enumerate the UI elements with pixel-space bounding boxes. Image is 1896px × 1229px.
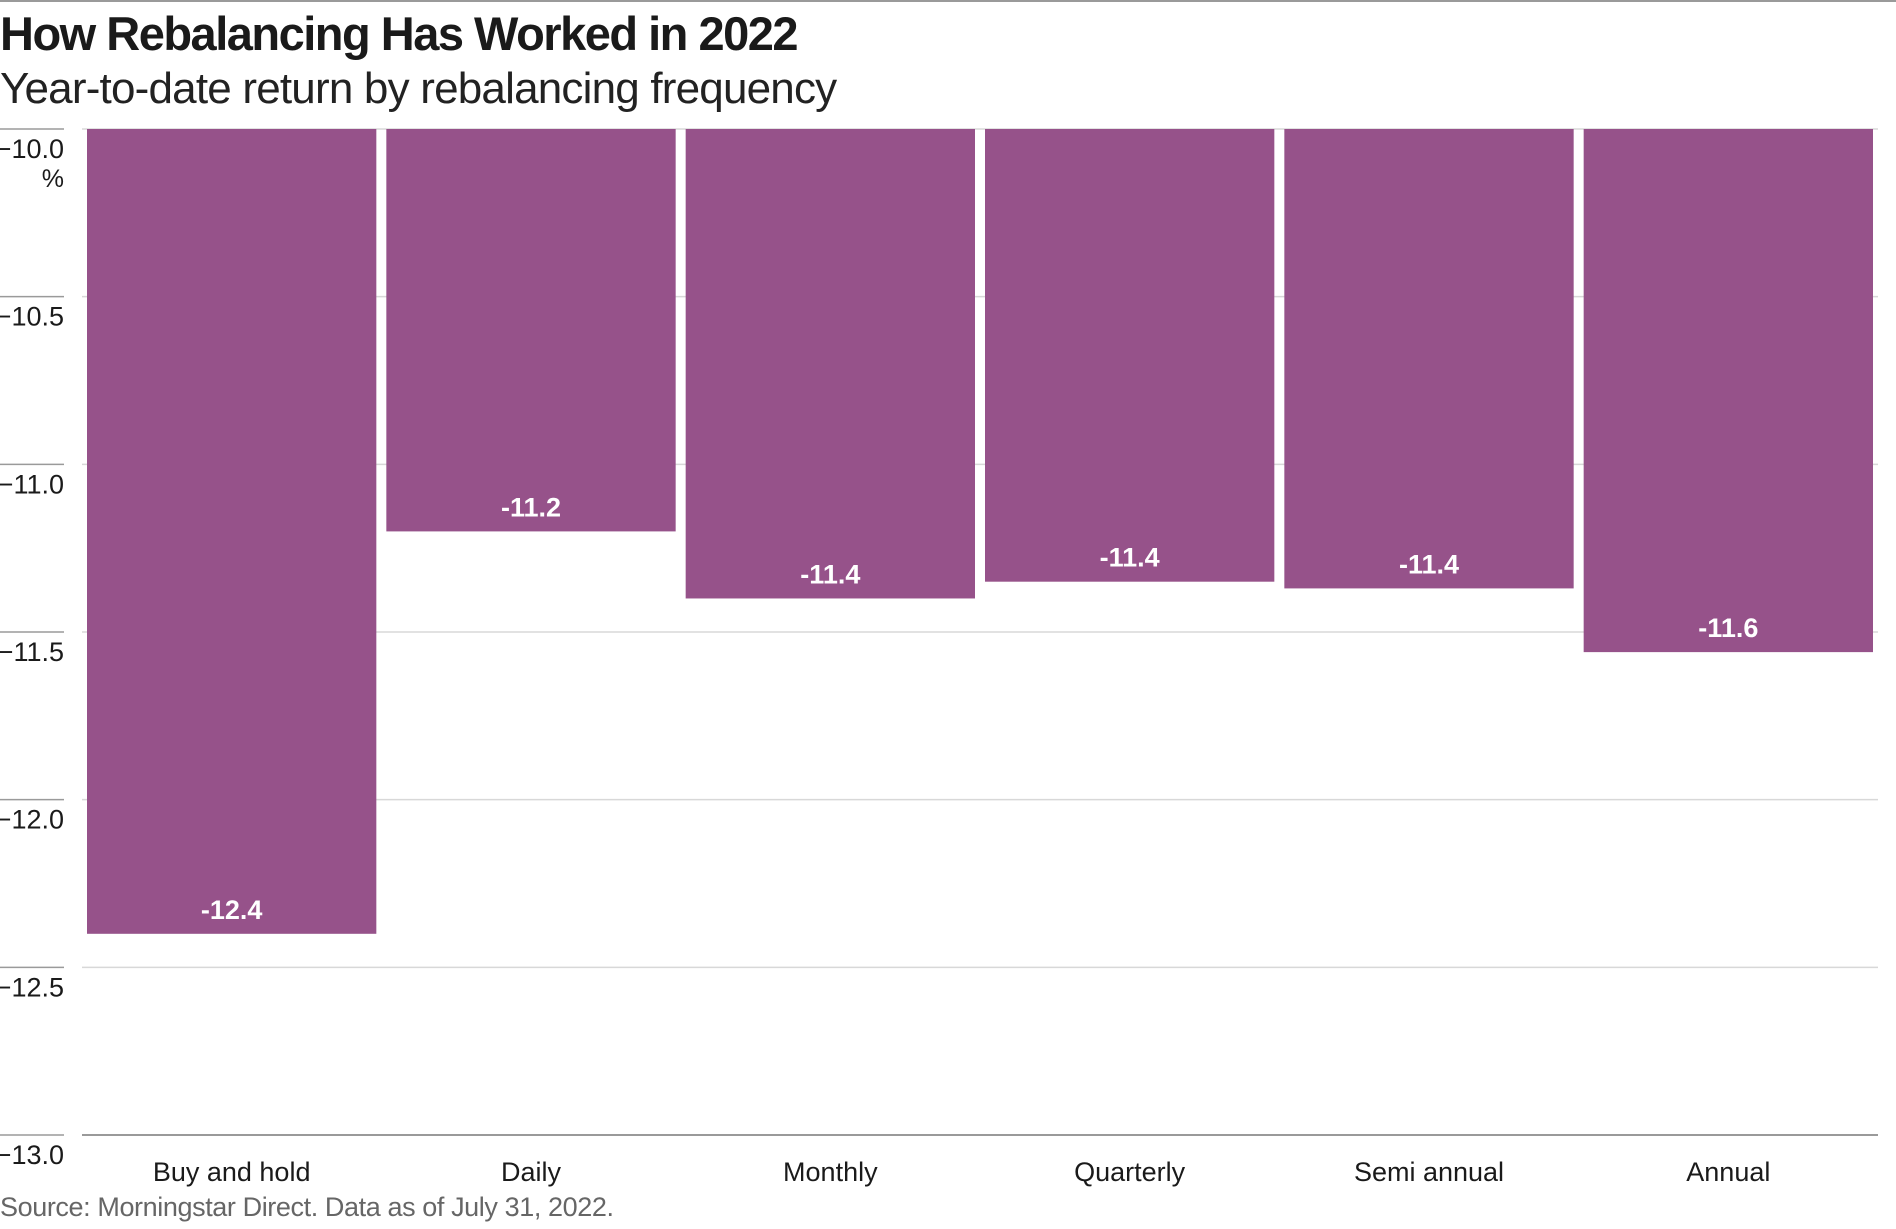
bar-value-label: -11.6 (1698, 613, 1758, 643)
y-tick-label: −12.0 (0, 805, 64, 835)
bar-value-label: -11.4 (1100, 543, 1160, 573)
top-rule (0, 0, 1896, 2)
y-tick-label: −10.5 (0, 302, 64, 332)
category-label: Quarterly (1074, 1157, 1186, 1187)
bar (1284, 129, 1574, 589)
bar (386, 129, 676, 532)
bar-value-label: -11.2 (501, 492, 561, 522)
y-tick-label: −11.5 (0, 637, 64, 667)
y-tick-label: −13.0 (0, 1140, 64, 1170)
y-tick-label: −12.5 (0, 972, 64, 1002)
source-note: Source: Morningstar Direct. Data as of J… (0, 1192, 614, 1222)
category-label: Monthly (783, 1157, 878, 1187)
y-tick-label: −11.0 (0, 469, 64, 499)
bar (685, 129, 975, 599)
y-tick-label: −10.0 (0, 134, 64, 164)
bar (985, 129, 1275, 582)
category-label: Buy and hold (153, 1157, 311, 1187)
bar-value-label: -11.4 (800, 559, 860, 589)
bar-value-label: -11.4 (1399, 549, 1459, 579)
category-label: Semi annual (1354, 1157, 1504, 1187)
chart-subtitle: Year-to-date return by rebalancing frequ… (0, 64, 837, 113)
category-label: Annual (1686, 1157, 1770, 1187)
chart-title: How Rebalancing Has Worked in 2022 (0, 7, 799, 60)
grid-layer (82, 128, 1878, 969)
category-label: Daily (501, 1157, 562, 1187)
bar-layer (87, 129, 1873, 934)
bar (87, 129, 377, 934)
bar (1583, 129, 1873, 653)
axis-layer: −10.0 −10.5 −11.0 −11.5 −12.0 −12.5 −13.0% (0, 128, 1878, 1170)
y-unit-label: % (42, 165, 64, 193)
label-layer: -12.4 Buy and hold -11.2 Daily -11.4 Monthly -… (153, 492, 1771, 1187)
bar-value-label: -12.4 (201, 895, 263, 925)
